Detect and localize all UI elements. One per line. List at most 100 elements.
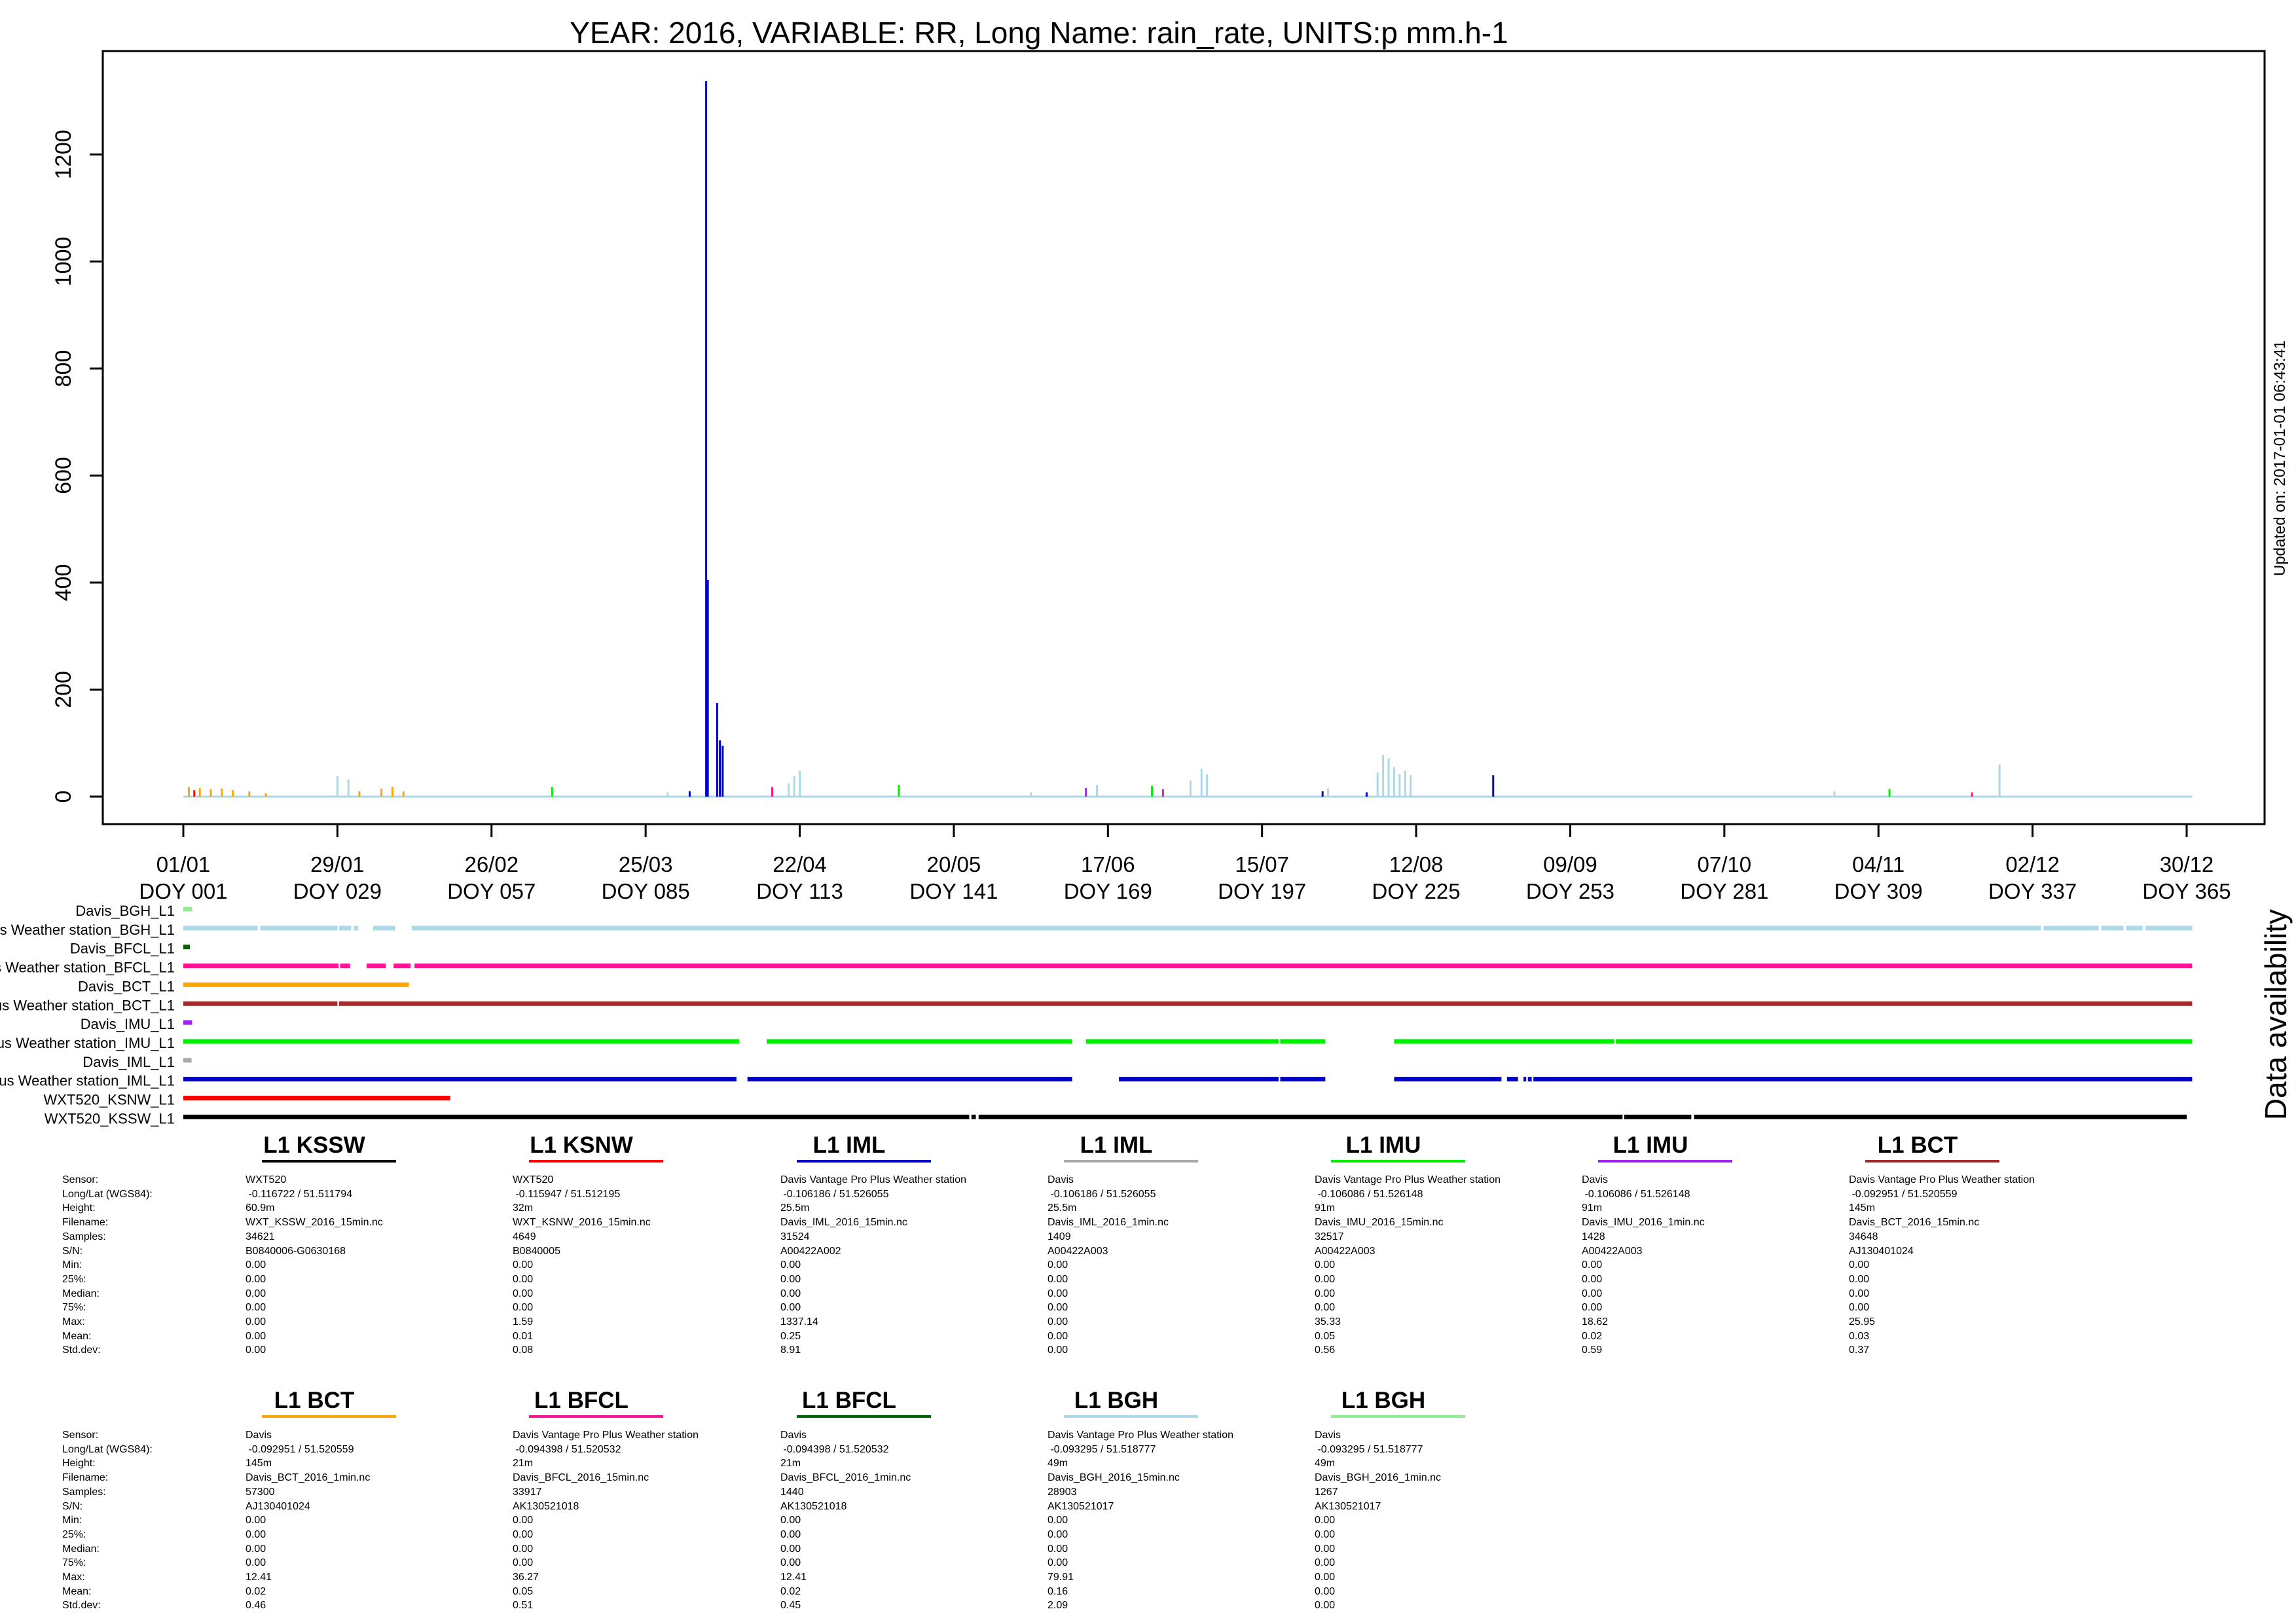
stats-field-label: Min: — [62, 1515, 82, 1526]
data-availability-label: Data availability — [2259, 909, 2293, 1120]
x-tick-date-label: 29/01 — [310, 852, 365, 876]
availability-row-label: Davis Vantage Pro Plus Weather station_B… — [0, 997, 175, 1013]
availability-row-label: Davis_BFCL_L1 — [70, 941, 175, 957]
station-title: L1 KSSW — [263, 1132, 365, 1158]
station-value: A00422A003 — [1315, 1245, 1376, 1257]
stats-field-label: Samples: — [62, 1231, 106, 1242]
station-value: Davis — [1048, 1174, 1074, 1185]
station-value: 0.00 — [513, 1528, 534, 1540]
availability-row-label: Davis Vantage Pro Plus Weather station_I… — [0, 1035, 175, 1051]
station-value: 0.59 — [1582, 1344, 1603, 1356]
station-value: 0.00 — [513, 1259, 534, 1271]
station-value: 25.5m — [780, 1202, 810, 1214]
availability-row-label: Davis Vantage Pro Plus Weather station_I… — [0, 1073, 175, 1089]
station-value: WXT520 — [513, 1174, 554, 1185]
availability-row-label: WXT520_KSNW_L1 — [43, 1092, 175, 1108]
station-value: 0.00 — [1315, 1600, 1336, 1612]
stats-field-label: Long/Lat (WGS84): — [62, 1443, 153, 1455]
stats-field-label: S/N: — [62, 1245, 83, 1257]
station-value: 0.00 — [780, 1302, 801, 1314]
station-value: 0.00 — [1582, 1288, 1603, 1299]
stats-field-label: Min: — [62, 1259, 82, 1271]
station-value: 1440 — [780, 1486, 804, 1498]
station-value: 0.37 — [1849, 1344, 1870, 1356]
station-value: 0.00 — [1315, 1572, 1336, 1583]
station-title: L1 BFCL — [534, 1388, 629, 1413]
station-value: 0.00 — [780, 1515, 801, 1526]
station-value: Davis — [246, 1430, 272, 1441]
station-value: Davis_BGH_2016_15min.nc — [1048, 1472, 1180, 1484]
station-values: WXT520 -0.115947 / 51.512195 32m WXT_KSNW_… — [513, 1173, 651, 1358]
station-value: 0.00 — [1315, 1288, 1336, 1299]
station-value: 0.00 — [1048, 1515, 1068, 1526]
stats-field-label: 75%: — [62, 1302, 86, 1314]
station-value: 1.59 — [513, 1316, 534, 1328]
station-value: 36.27 — [513, 1572, 539, 1583]
station-values: Davis -0.106186 / 51.526055 25.5m Davis_IM… — [1048, 1173, 1169, 1358]
station-value: 0.00 — [246, 1344, 266, 1356]
station-value: 0.01 — [513, 1330, 534, 1342]
station-value: A00422A003 — [1582, 1245, 1643, 1257]
station-value: AK130521018 — [513, 1500, 579, 1512]
station-title-underline — [1064, 1160, 1198, 1163]
station-value: 1267 — [1315, 1486, 1338, 1498]
station-value: 0.00 — [780, 1273, 801, 1285]
station-value: 2.09 — [1048, 1600, 1068, 1612]
station-value: 0.00 — [246, 1528, 266, 1540]
station-value: 0.00 — [246, 1515, 266, 1526]
station-value: 0.00 — [1048, 1302, 1068, 1314]
station-value: WXT_KSSW_2016_15min.nc — [246, 1217, 383, 1229]
station-value: 0.00 — [1849, 1288, 1870, 1299]
station-value: 0.08 — [513, 1344, 534, 1356]
station-value: 0.00 — [1315, 1543, 1336, 1555]
station-value: 0.51 — [513, 1600, 534, 1612]
station-title-underline — [262, 1415, 396, 1418]
x-tick-date-label: 07/10 — [1698, 852, 1752, 876]
station-value: 0.00 — [780, 1288, 801, 1299]
station-value: 0.00 — [780, 1557, 801, 1569]
station-value: -0.092951 / 51.520559 — [246, 1443, 354, 1455]
station-value: 0.00 — [513, 1515, 534, 1526]
station-value: 0.00 — [246, 1543, 266, 1555]
station-value: Davis_IMU_2016_15min.nc — [1315, 1217, 1444, 1229]
station-value: 0.00 — [1048, 1557, 1068, 1569]
stats-field-label: 75%: — [62, 1557, 86, 1569]
y-tick-label: 600 — [51, 457, 76, 494]
station-value: 4649 — [513, 1231, 536, 1242]
chart-title: YEAR: 2016, VARIABLE: RR, Long Name: rai… — [570, 16, 1508, 50]
station-values: Davis -0.094398 / 51.520532 21m Davis_BFCL… — [780, 1428, 911, 1613]
x-tick-date-label: 25/03 — [619, 852, 673, 876]
station-value: 0.00 — [513, 1302, 534, 1314]
station-value: 18.62 — [1582, 1316, 1609, 1328]
station-value: 0.00 — [1315, 1273, 1336, 1285]
station-value: -0.106086 / 51.526148 — [1315, 1188, 1423, 1200]
station-value: Davis — [1315, 1430, 1341, 1441]
station-title: L1 BGH — [1074, 1388, 1159, 1413]
station-values: Davis Vantage Pro Plus Weather station -… — [1849, 1173, 2035, 1358]
station-value: Davis_IML_2016_15min.nc — [780, 1217, 907, 1229]
station-value: WXT520 — [246, 1174, 287, 1185]
availability-row-label: Davis Vantage Pro Plus Weather station_B… — [0, 960, 175, 976]
station-value: 34648 — [1849, 1231, 1878, 1242]
station-title-underline — [262, 1160, 396, 1163]
station-value: 25.5m — [1048, 1202, 1077, 1214]
x-tick-doy-label: DOY 001 — [139, 879, 227, 903]
station-value: -0.106186 / 51.526055 — [780, 1188, 889, 1200]
station-value: 0.00 — [1048, 1543, 1068, 1555]
station-title-underline — [1331, 1415, 1465, 1418]
x-axis: 01/01 DOY 001 29/01 DOY 029 26/02 DOY 057 25/0… — [139, 824, 2231, 903]
station-value: 8.91 — [780, 1344, 801, 1356]
x-tick-date-label: 01/01 — [156, 852, 211, 876]
x-tick-date-label: 15/07 — [1235, 852, 1289, 876]
station-value: 79.91 — [1048, 1572, 1074, 1583]
station-value: 60.9m — [246, 1202, 275, 1214]
station-value: 0.00 — [513, 1273, 534, 1285]
y-tick-label: 800 — [51, 350, 76, 388]
station-value: 0.00 — [246, 1273, 266, 1285]
station-value: 12.41 — [780, 1572, 807, 1583]
stats-field-label: Samples: — [62, 1486, 106, 1498]
availability-row-label: Davis_BGH_L1 — [75, 903, 175, 919]
station-value: Davis — [1582, 1174, 1609, 1185]
station-title: L1 KSNW — [530, 1132, 633, 1158]
station-title-underline — [797, 1160, 931, 1163]
